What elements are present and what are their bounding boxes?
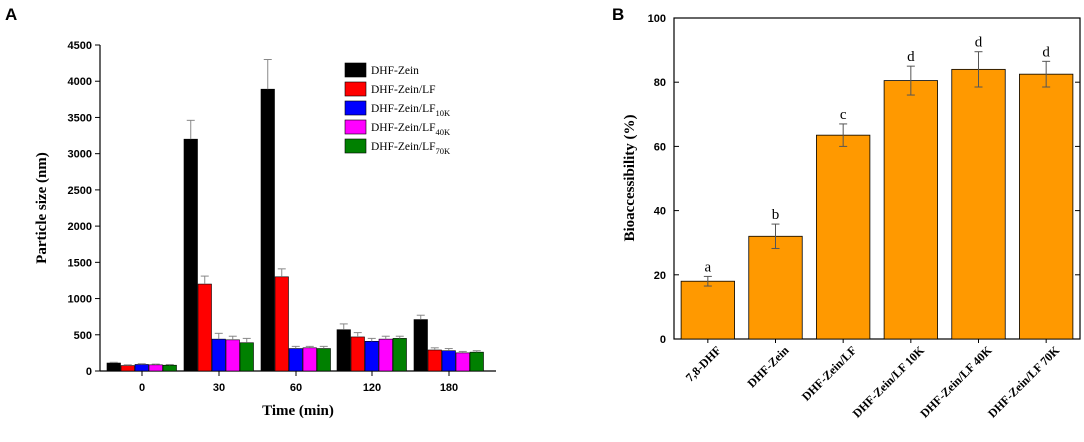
legend-label-subscript: 70K [436, 146, 452, 156]
panel-a-y-tick-label: 3000 [68, 149, 92, 161]
panel-b-significance-letter: b [772, 207, 780, 223]
panel-b-x-category-label: DHF-Zein/LF [799, 343, 859, 403]
panel-b-y-tick-label: 80 [654, 77, 666, 89]
panel-a-x-tick-label: 30 [213, 382, 225, 394]
legend-swatch [344, 81, 367, 97]
panel-a-y-title: Particle size (nm) [34, 152, 50, 264]
panel-a-x-tick-label: 60 [290, 382, 302, 394]
legend-label: DHF-Zein/LF10K [371, 103, 451, 118]
legend-swatch [344, 100, 367, 116]
legend-swatch [344, 138, 367, 154]
panel-a-y-tick-label: 4000 [68, 76, 92, 88]
panel-a-y-tick-label: 1000 [68, 294, 92, 306]
panel-a-bar [336, 329, 351, 372]
panel-letter-b: B [612, 5, 624, 24]
panel-b-bar [951, 68, 1006, 340]
legend-swatch [344, 119, 367, 135]
panel-a-bar [469, 351, 484, 372]
panel-b-x-category-label: DHF-Zein/LF 40K [917, 343, 995, 421]
panel-a-bar [134, 364, 149, 372]
panel-a-bar [120, 365, 135, 372]
panel-a-y-tick-label: 4500 [68, 40, 92, 52]
panel-a-bar [274, 276, 289, 372]
panel-b-y-tick-label: 0 [660, 334, 666, 346]
panel-a-bar [350, 336, 365, 372]
panel-a-bar [316, 348, 331, 372]
panel-a-bar [197, 283, 212, 372]
panel-a-bar [148, 364, 163, 372]
panel-b-y-tick-label: 40 [654, 206, 666, 218]
panel-a-bar [441, 350, 456, 372]
legend-label-name: DHF-Zein/LF [371, 103, 436, 115]
panel-b-bar [883, 80, 938, 340]
panel-a-bar [162, 364, 177, 372]
panel-b-plot-frame [673, 17, 1081, 340]
panel-b-significance-letter: c [840, 107, 847, 123]
panel-b-bar [680, 280, 735, 340]
panel-b-x-category-label: DHF-Zein/LF 10K [850, 343, 928, 421]
panel-a-bar [183, 138, 198, 372]
panel-a-bar [260, 88, 275, 372]
panel-a-y-tick-label: 3500 [68, 112, 92, 124]
legend-label: DHF-Zein/LF [371, 84, 436, 96]
panel-a-bar [239, 342, 254, 372]
panel-b-bar [748, 235, 803, 340]
legend-label-name: DHF-Zein/LF [371, 141, 436, 153]
panel-b-x-category-label: DHF-Zein/LF 70K [985, 343, 1063, 421]
panel-b-bar [1019, 73, 1074, 340]
legend-label-name: DHF-Zein/LF [371, 84, 436, 96]
panel-b-y-tick-label: 20 [654, 270, 666, 282]
panel-b-significance-letter: d [1042, 44, 1050, 60]
panel-b-y-tick-label: 60 [654, 141, 666, 153]
panel-a-y-tick-label: 500 [74, 330, 92, 342]
panel-a-bar [211, 338, 226, 372]
panel-b-significance-letter: d [975, 35, 983, 51]
panel-b-significance-letter: a [704, 259, 711, 275]
panel-a-bar [364, 340, 379, 372]
panel-a-x-tick-label: 0 [139, 382, 145, 394]
panel-a-y-tick-label: 2500 [68, 185, 92, 197]
legend-label: DHF-Zein/LF70K [371, 141, 451, 156]
panel-a-bar [455, 352, 470, 372]
legend-label: DHF-Zein [371, 65, 419, 77]
legend-swatch [344, 62, 367, 78]
legend-label-subscript: 40K [436, 127, 452, 137]
panel-a-bar [106, 362, 121, 372]
panel-b-significance-letter: d [907, 49, 915, 65]
panel-a-y-tick-label: 2000 [68, 221, 92, 233]
panel-letter-a: A [5, 5, 17, 24]
panel-a-bar [225, 339, 240, 372]
panel-a-y-tick-label: 0 [86, 366, 92, 378]
panel-a-x-title: Time (min) [262, 403, 334, 419]
panel-a-x-tick-label: 180 [440, 382, 458, 394]
legend-label-name: DHF-Zein/LF [371, 122, 436, 134]
panel-a-y-tick-label: 1500 [68, 257, 92, 269]
panel-a-bar [378, 338, 393, 372]
panel-a-x-tick-label: 120 [363, 382, 381, 394]
panel-b-y-title: Bioaccessibility (%) [622, 114, 638, 241]
legend-label: DHF-Zein/LF40K [371, 122, 451, 137]
legend-label-subscript: 10K [436, 108, 452, 118]
panel-b-x-category-label: DHF-Zein [744, 343, 791, 390]
legend-label-name: DHF-Zein [371, 65, 419, 77]
panel-a-bar [427, 349, 442, 372]
panel-b-bar [816, 134, 871, 340]
panel-a-bar [302, 347, 317, 372]
panel-b-y-tick-label: 100 [648, 13, 666, 25]
panel-a-bar [392, 338, 407, 372]
panel-b-x-category-label: 7,8-DHF [683, 343, 724, 384]
panel-a-bar [288, 348, 303, 372]
panel-a-bar [413, 319, 428, 372]
